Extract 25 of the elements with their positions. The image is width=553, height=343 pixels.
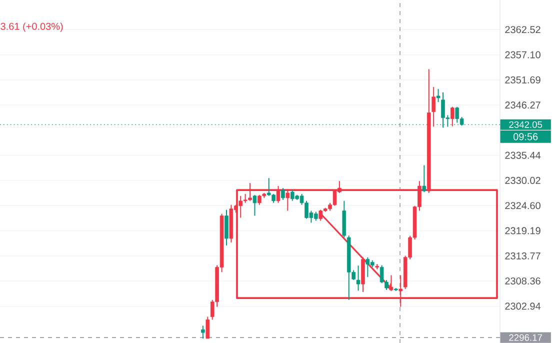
ref-line-label: 2342.05 — [509, 121, 542, 128]
y-tick-label: 2302.94 — [505, 302, 541, 310]
candlestick — [450, 106, 454, 127]
y-tick-label: 2357.10 — [505, 51, 540, 58]
text: 09:56 — [513, 133, 538, 140]
y-tick-label: 2313.77 — [505, 252, 540, 260]
candlestick — [432, 86, 436, 128]
y-tick-label: 2319.19 — [505, 227, 540, 234]
candlestick — [252, 194, 257, 216]
text: 3.61 (+0.03%) — [0, 22, 63, 32]
candlestick — [422, 164, 426, 193]
y-tick-label: 2351.69 — [505, 76, 540, 84]
y-tick-label: 2335.44 — [505, 152, 541, 159]
y-tick-label: 2362.52 — [505, 26, 540, 34]
candlestick — [436, 88, 440, 103]
candlestick — [206, 316, 210, 339]
candlestick — [224, 209, 228, 246]
candlestick — [281, 188, 285, 200]
ref-line-label: 2296.17 — [509, 334, 542, 341]
candlestick — [356, 265, 360, 292]
y-tick-label: 2324.60 — [505, 202, 540, 210]
y-tick-label: 2308.36 — [505, 277, 540, 285]
y-tick-label: 2330.02 — [505, 176, 540, 184]
y-tick-label: 2346.27 — [505, 101, 540, 109]
candlestick — [201, 325, 205, 339]
